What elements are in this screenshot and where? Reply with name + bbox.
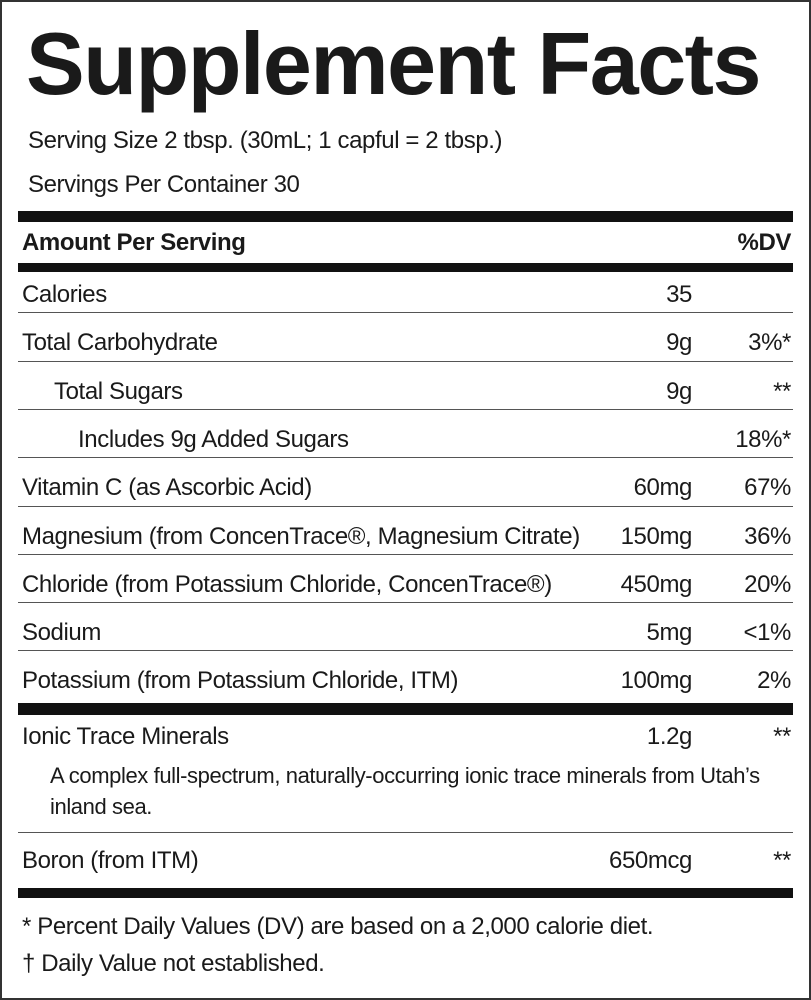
amount: 9g	[666, 377, 692, 405]
nutrient-name: Total Carbohydrate	[22, 329, 218, 357]
thick-rule	[18, 703, 793, 715]
amount: 100mg	[620, 667, 693, 695]
row-rule	[18, 602, 793, 604]
daily-value: 18%*	[735, 425, 791, 453]
amount: 450mg	[620, 570, 693, 598]
daily-value: **	[773, 847, 791, 874]
row-rule	[18, 650, 793, 652]
amount: 35	[666, 281, 692, 308]
row-rule	[18, 360, 793, 362]
nutrient-name: Sodium	[22, 619, 101, 647]
daily-value: <1%	[743, 619, 791, 647]
column-header: Amount Per Serving	[22, 229, 246, 256]
amount: 5mg	[646, 619, 693, 647]
row-rule	[18, 505, 793, 507]
amount: 150mg	[620, 522, 693, 550]
row-rule	[18, 553, 793, 555]
nutrient-name: Ionic Trace Minerals	[22, 723, 229, 750]
thick-rule	[18, 263, 793, 272]
amount: 1.2g	[646, 723, 693, 750]
footnote: † Daily Value not established.	[22, 950, 325, 977]
thick-rule	[18, 211, 793, 222]
nutrient-name: Includes 9g Added Sugars	[78, 425, 349, 453]
nutrient-name: Magnesium (from ConcenTrace®, Magnesium …	[22, 522, 580, 550]
row-rule	[18, 457, 793, 459]
nutrient-name: Chloride (from Potassium Chloride, Conce…	[22, 570, 552, 598]
footnote: * Percent Daily Values (DV) are based on…	[22, 913, 654, 940]
note: A complex full-spectrum, naturally-occur…	[50, 763, 760, 819]
daily-value: 20%	[744, 570, 791, 598]
nutrient-name: Calories	[22, 281, 107, 308]
daily-value: **	[773, 723, 791, 750]
thick-rule	[18, 888, 793, 898]
row-rule	[18, 832, 793, 833]
amount: 9g	[666, 329, 692, 357]
nutrient-name: Boron (from ITM)	[22, 847, 199, 874]
amount: 650mcg	[609, 847, 692, 874]
nutrient-name: Total Sugars	[54, 377, 183, 405]
daily-value: 3%*	[748, 329, 791, 357]
daily-value: 2%	[757, 667, 791, 695]
amount: 60mg	[633, 474, 693, 502]
serving-size: Serving Size 2 tbsp. (30mL; 1 capful = 2…	[28, 127, 503, 154]
daily-value: 67%	[744, 474, 791, 502]
servings-per-container: Servings Per Container 30	[28, 171, 300, 198]
daily-value: 36%	[744, 522, 791, 550]
row-rule	[18, 408, 793, 410]
nutrient-name: Potassium (from Potassium Chloride, ITM)	[22, 667, 459, 695]
daily-value: **	[773, 377, 791, 405]
title: Supplement Facts	[26, 14, 761, 113]
column-header: %DV	[737, 229, 792, 256]
row-rule	[18, 312, 793, 314]
nutrient-name: Vitamin C (as Ascorbic Acid)	[22, 474, 312, 502]
